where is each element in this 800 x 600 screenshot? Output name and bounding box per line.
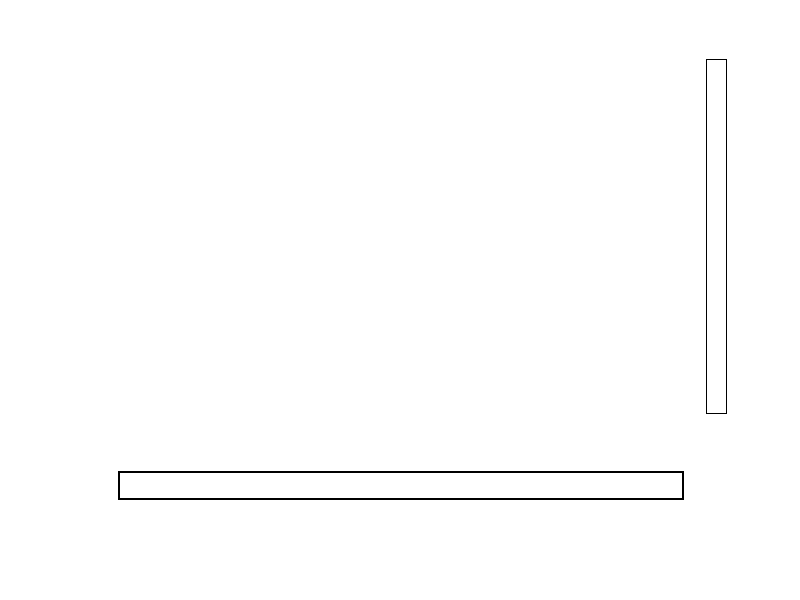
colorbar-gradient [706,59,727,414]
timeline-psd-segments-row [120,486,682,499]
psd-plot-canvas [0,0,800,465]
timeline-data-coverage-row [120,473,682,486]
timeline-coverage-bar [118,471,684,500]
